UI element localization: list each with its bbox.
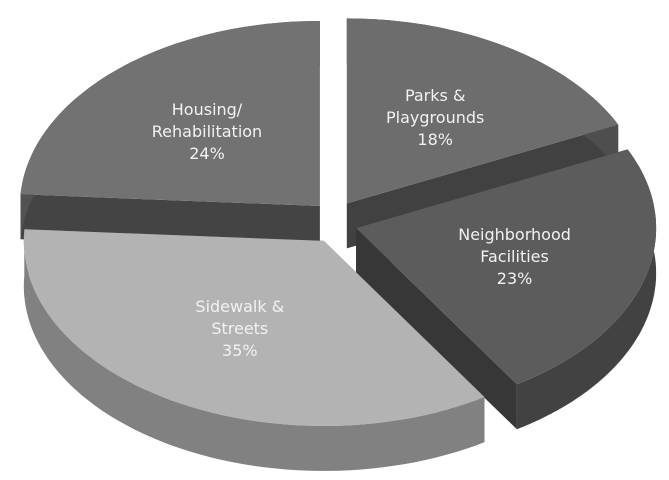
category-label: Parks & Playgrounds xyxy=(386,85,485,127)
slice xyxy=(356,149,657,430)
slice-top xyxy=(356,149,657,385)
slice-side xyxy=(516,149,657,430)
category-label: Neighborhood Facilities xyxy=(458,224,571,266)
category-label: Sidewalk & Streets xyxy=(195,296,285,338)
slice-label: Parks & Playgrounds 18% xyxy=(380,85,490,151)
slice-label: Housing/ Rehabilitation 24% xyxy=(137,99,277,165)
value-label: 35% xyxy=(222,340,258,360)
slice-label: Neighborhood Facilities 23% xyxy=(445,224,585,290)
value-label: 24% xyxy=(189,143,225,163)
value-label: 18% xyxy=(417,129,453,149)
slice xyxy=(20,21,320,251)
category-label: Housing/ Rehabilitation xyxy=(151,99,263,141)
slice-label: Sidewalk & Streets 35% xyxy=(192,296,287,362)
slice-side xyxy=(356,228,517,430)
slice-top xyxy=(346,18,619,204)
slice-top xyxy=(23,229,485,426)
slice-top xyxy=(20,21,320,206)
slice-side xyxy=(23,229,485,471)
value-label: 23% xyxy=(496,268,533,288)
slice xyxy=(23,229,485,471)
